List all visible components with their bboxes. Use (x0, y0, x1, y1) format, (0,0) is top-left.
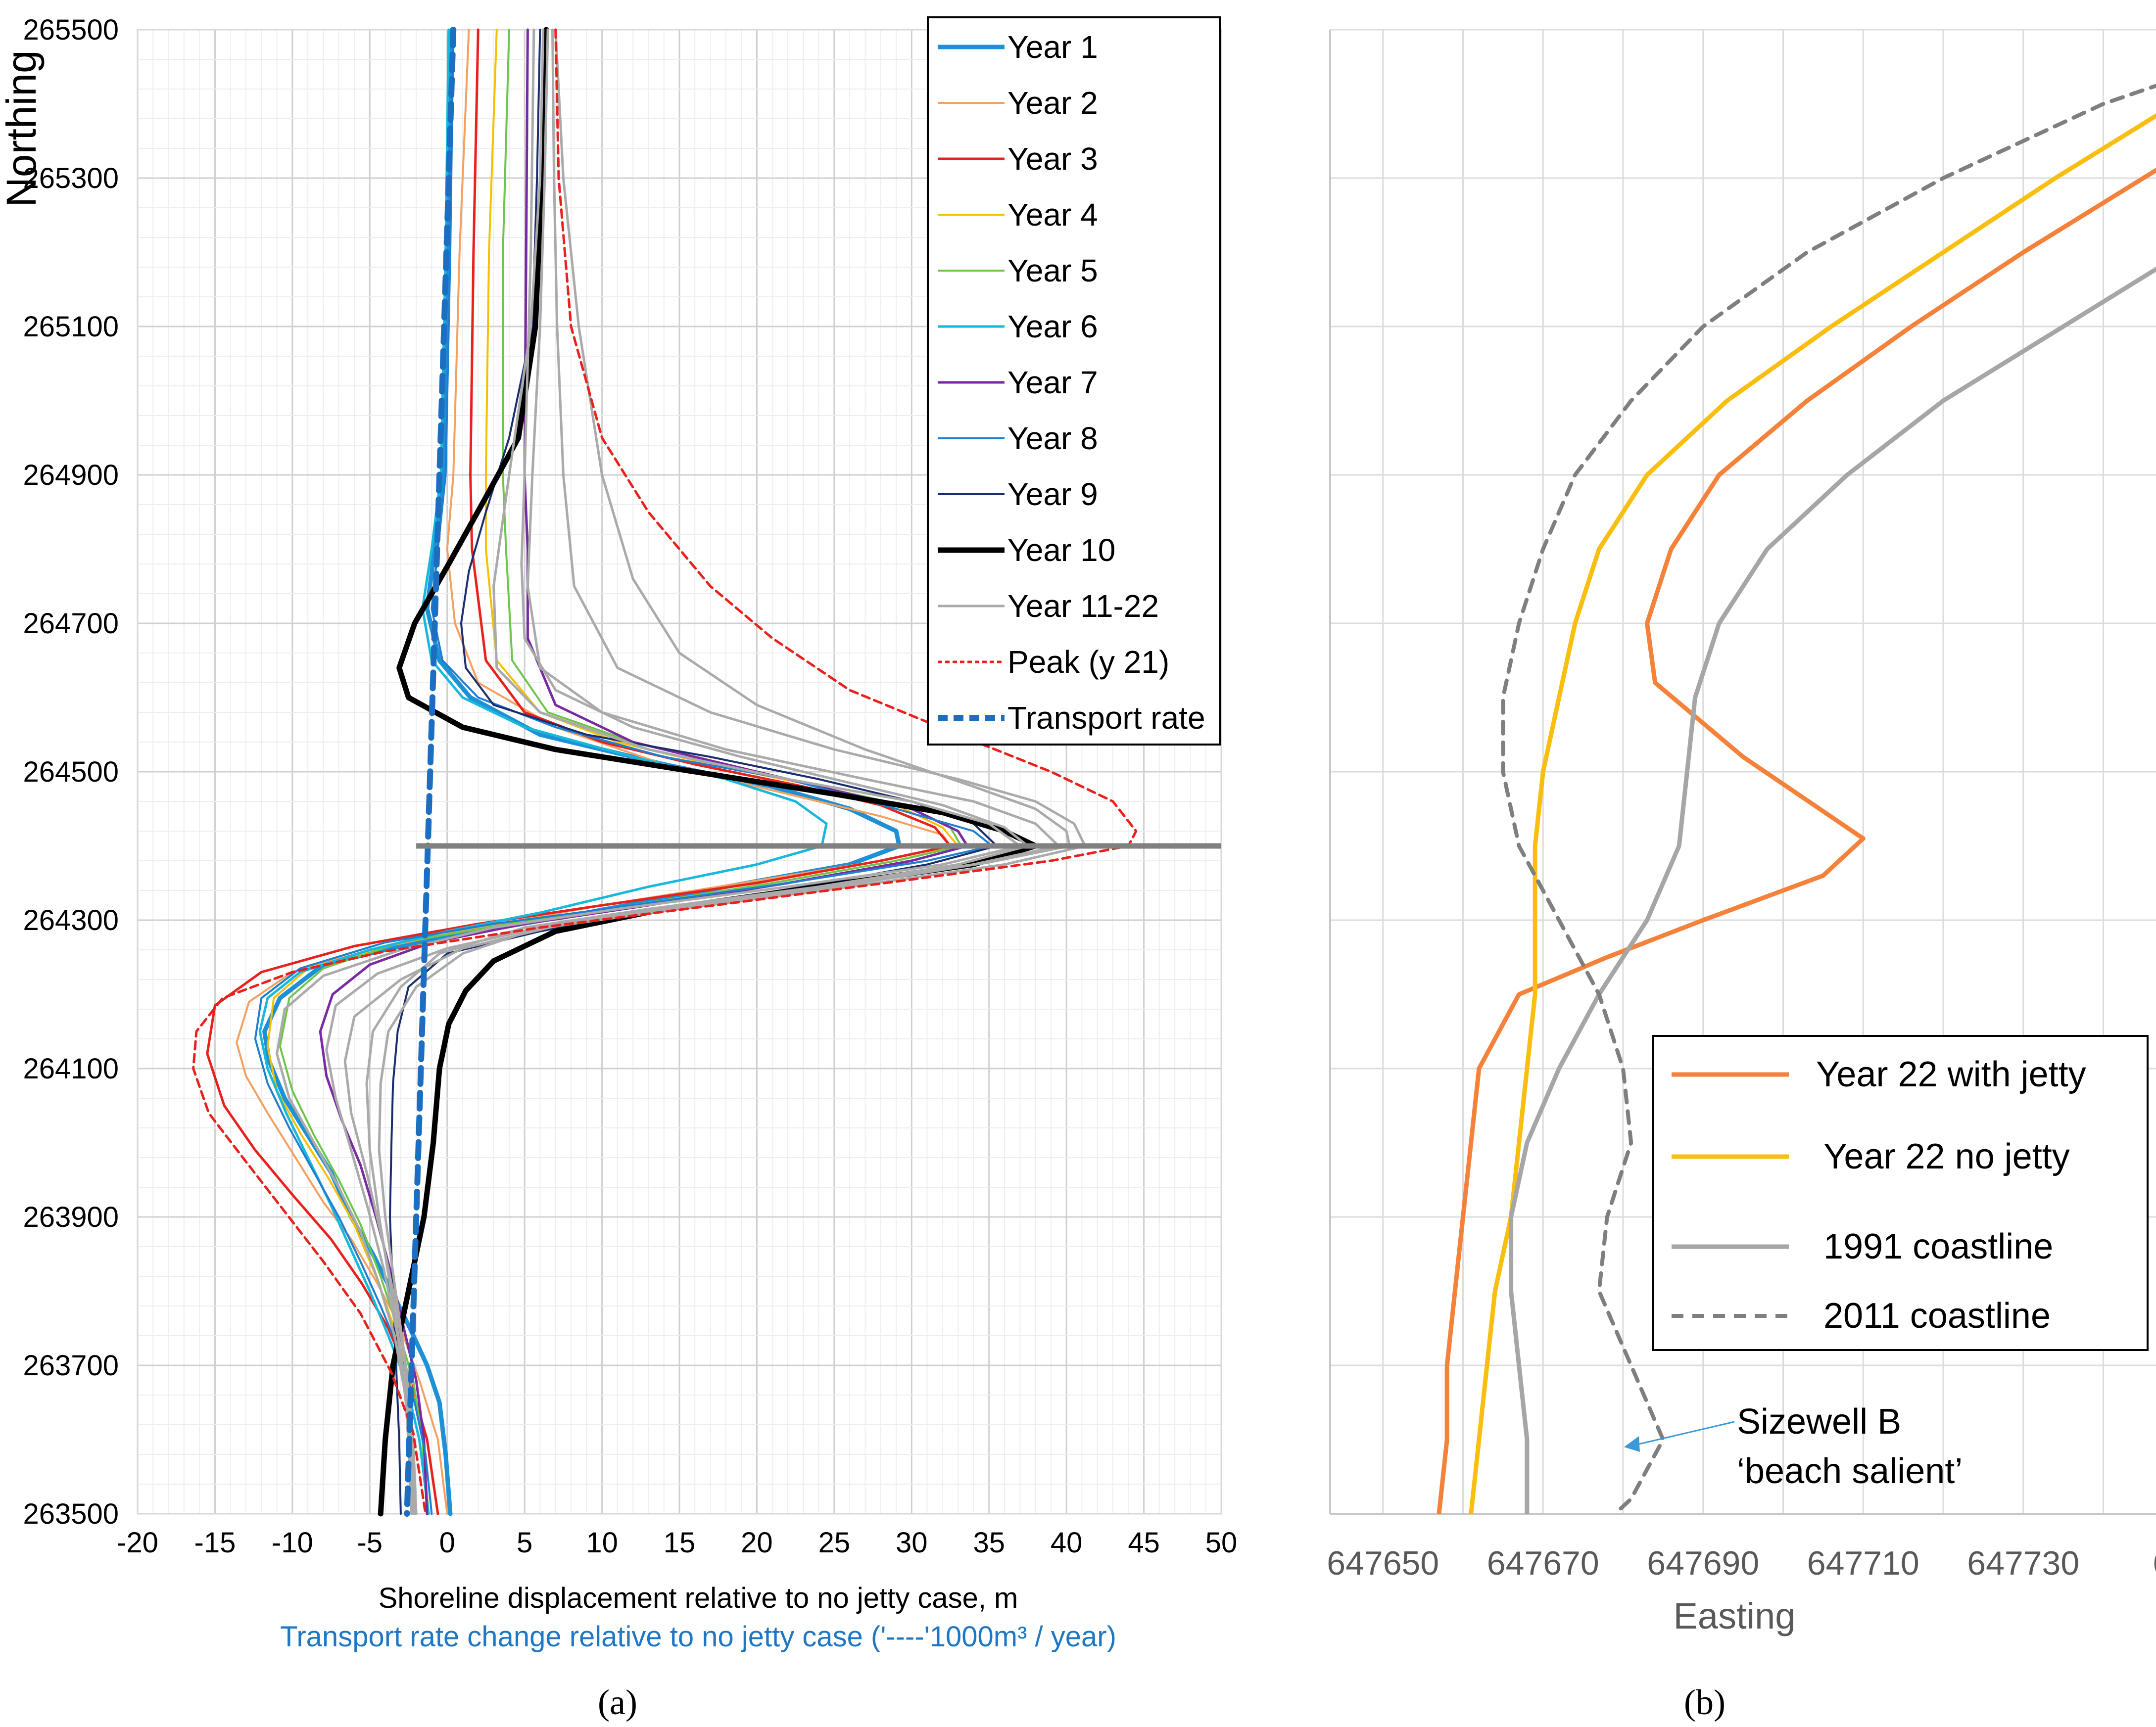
panel-b-legend: Year 22 with jetty Year 22 no jetty 1991 c… (1652, 1035, 2149, 1351)
panel-b-x-axis-label: Easting (1674, 1595, 1796, 1636)
panel-a-y-tick-label: 264100 (23, 1053, 119, 1085)
legend-label-year8: Year 8 (1007, 420, 1098, 456)
panel-b-legend-box (1652, 1035, 2149, 1351)
panel-a-x-tick-label: 45 (1128, 1527, 1160, 1559)
panel-a-y-tick-label: 263700 (23, 1350, 119, 1382)
legend-label-year11_22: Year 11-22 (1007, 588, 1159, 624)
series-line-b_2011 (1501, 84, 2156, 1514)
legend-label-year4: Year 4 (1007, 197, 1098, 233)
salient-arrow-line (1636, 1421, 1735, 1446)
caption-a: (a) (598, 1682, 637, 1722)
panel-a-y-tick-label: 265100 (23, 311, 119, 343)
legend-label-year10: Year 10 (1007, 532, 1115, 568)
panel-b-x-tick-label: 647690 (1647, 1544, 1759, 1582)
salient-arrowhead (1624, 1436, 1640, 1452)
legend-label-b_no_jetty: Year 22 no jetty (1823, 1137, 2070, 1176)
panel-a-legend-box (927, 16, 1221, 746)
legend-label-b_2011: 2011 coastline (1823, 1296, 2051, 1336)
legend-label-year3: Year 3 (1007, 141, 1098, 177)
panel-a-y-tick-label: 264500 (23, 756, 119, 788)
panel-a-y-tick-label: 263900 (23, 1201, 119, 1233)
series-line-b_with_jetty (1437, 167, 2156, 1514)
legend-label-b_1991: 1991 coastline (1823, 1227, 2053, 1266)
panel-a-y-tick-label: 264700 (23, 607, 119, 640)
legend-label-transport: Transport rate (1007, 700, 1205, 736)
salient-annotation-line-2: ‘beach salient’ (1737, 1451, 1963, 1491)
legend-label-year7: Year 7 (1007, 365, 1098, 400)
series-line-year3 (206, 28, 952, 1515)
panel-a-plot-area (137, 29, 1222, 1515)
series-line-b_1991 (1509, 266, 2156, 1514)
panel-a-x-tick-label: 5 (517, 1527, 532, 1559)
panel-a-x-tick-label: -20 (117, 1527, 158, 1559)
series-line-peak (192, 28, 1138, 1515)
panel-a-x-tick-label: 40 (1051, 1527, 1083, 1559)
panel-a-x-tick-label: 35 (973, 1527, 1005, 1559)
series-line-transport (404, 27, 457, 1517)
legend-label-year5: Year 5 (1007, 253, 1098, 288)
panel-a: 265500 265300 265100 264900 264700 264500 2643… (0, 14, 1237, 1653)
panel-a-x-axis-label-2: Transport rate change relative to no jet… (280, 1621, 1116, 1653)
panel-a-legend: Year 1 Year 2 Year 3 Year 4 Year 5 Year 6 Year… (927, 16, 1221, 746)
panel-a-x-tick-label: 15 (664, 1527, 696, 1559)
panel-a-x-tick-label: 30 (896, 1527, 928, 1559)
legend-label-year1: Year 1 (1007, 29, 1098, 65)
series-line-year11_22 (325, 28, 1029, 1515)
panel-a-x-tick-label: -5 (357, 1527, 383, 1559)
panel-a-y-ticks: 265500 265300 265100 264900 264700 264500 2643… (23, 14, 119, 1530)
series-line-year2 (236, 29, 952, 1515)
series-line-year8 (254, 29, 993, 1515)
panel-a-series (192, 27, 1138, 1517)
panel-a-y-tick-label: 265300 (23, 162, 119, 194)
panel-a-x-tick-label: 50 (1205, 1527, 1238, 1559)
caption-b: (b) (1684, 1682, 1725, 1722)
panel-b-x-tick-label: 647730 (1967, 1544, 2079, 1582)
series-line-year11_22 (276, 28, 1021, 1515)
panel-a-x-tick-label: 10 (586, 1527, 618, 1559)
panel-a-x-tick-label: -15 (194, 1527, 236, 1559)
panel-a-x-tick-label: 20 (741, 1527, 773, 1559)
legend-label-year6: Year 6 (1007, 309, 1098, 344)
legend-label-b_with_jetty: Year 22 with jetty (1816, 1055, 2086, 1094)
salient-annotation-line-1: Sizewell B (1737, 1402, 1901, 1442)
series-line-year11_22 (343, 28, 1071, 1515)
series-line-year11_22 (378, 28, 1087, 1515)
panel-b-x-tick-label: 647650 (1327, 1544, 1439, 1582)
panel-a-y-axis-label: Northing (0, 50, 45, 207)
panel-a-x-tick-label: 25 (818, 1527, 851, 1559)
panel-a-y-tick-label: 263500 (23, 1498, 119, 1530)
panel-b-x-ticks: 647650 647670 647690 647710 647730 6477 (1327, 1544, 2156, 1582)
panel-a-y-tick-label: 264300 (23, 904, 119, 936)
panel-b: 647650 647670 647690 647710 647730 6477 Easti… (1327, 29, 2156, 1636)
panel-a-y-tick-label: 264900 (23, 459, 119, 491)
panel-a-y-tick-label: 265500 (23, 14, 119, 46)
legend-label-year2: Year 2 (1007, 85, 1098, 121)
panel-a-x-tick-label: 0 (439, 1527, 455, 1559)
panel-b-series (1437, 84, 2156, 1514)
panel-b-x-tick-label: 647670 (1487, 1544, 1599, 1582)
legend-label-peak: Peak (y 21) (1007, 644, 1169, 680)
panel-a-x-axis-label: Shoreline displacement relative to no je… (379, 1582, 1018, 1614)
panel-b-x-tick-label: 6477 (2153, 1544, 2156, 1582)
panel-a-x-tick-label: -10 (272, 1527, 313, 1559)
panel-b-x-tick-label: 647710 (1807, 1544, 1919, 1582)
panel-a-x-ticks: -20 -15 -10 -5 0 5 10 15 20 25 30 35 40 45 50 (117, 1527, 1237, 1559)
series-line-b_no_jetty (1469, 113, 2156, 1514)
legend-label-year9: Year 9 (1007, 476, 1098, 512)
